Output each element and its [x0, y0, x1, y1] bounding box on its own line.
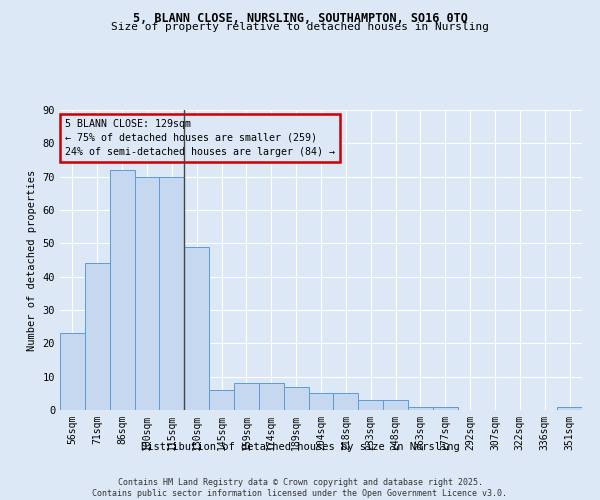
- Bar: [383, 400, 408, 410]
- Bar: [308, 394, 334, 410]
- Bar: [284, 386, 308, 410]
- Bar: [85, 264, 110, 410]
- Bar: [184, 246, 209, 410]
- Bar: [134, 176, 160, 410]
- Text: Distribution of detached houses by size in Nursling: Distribution of detached houses by size …: [140, 442, 460, 452]
- Bar: [408, 406, 433, 410]
- Bar: [60, 334, 85, 410]
- Bar: [234, 384, 259, 410]
- Bar: [160, 176, 184, 410]
- Text: Size of property relative to detached houses in Nursling: Size of property relative to detached ho…: [111, 22, 489, 32]
- Bar: [259, 384, 284, 410]
- Text: 5 BLANN CLOSE: 129sqm
← 75% of detached houses are smaller (259)
24% of semi-det: 5 BLANN CLOSE: 129sqm ← 75% of detached …: [65, 119, 335, 157]
- Y-axis label: Number of detached properties: Number of detached properties: [27, 170, 37, 350]
- Bar: [557, 406, 582, 410]
- Text: Contains HM Land Registry data © Crown copyright and database right 2025.
Contai: Contains HM Land Registry data © Crown c…: [92, 478, 508, 498]
- Bar: [209, 390, 234, 410]
- Bar: [433, 406, 458, 410]
- Bar: [358, 400, 383, 410]
- Bar: [334, 394, 358, 410]
- Text: 5, BLANN CLOSE, NURSLING, SOUTHAMPTON, SO16 0TQ: 5, BLANN CLOSE, NURSLING, SOUTHAMPTON, S…: [133, 12, 467, 26]
- Bar: [110, 170, 134, 410]
